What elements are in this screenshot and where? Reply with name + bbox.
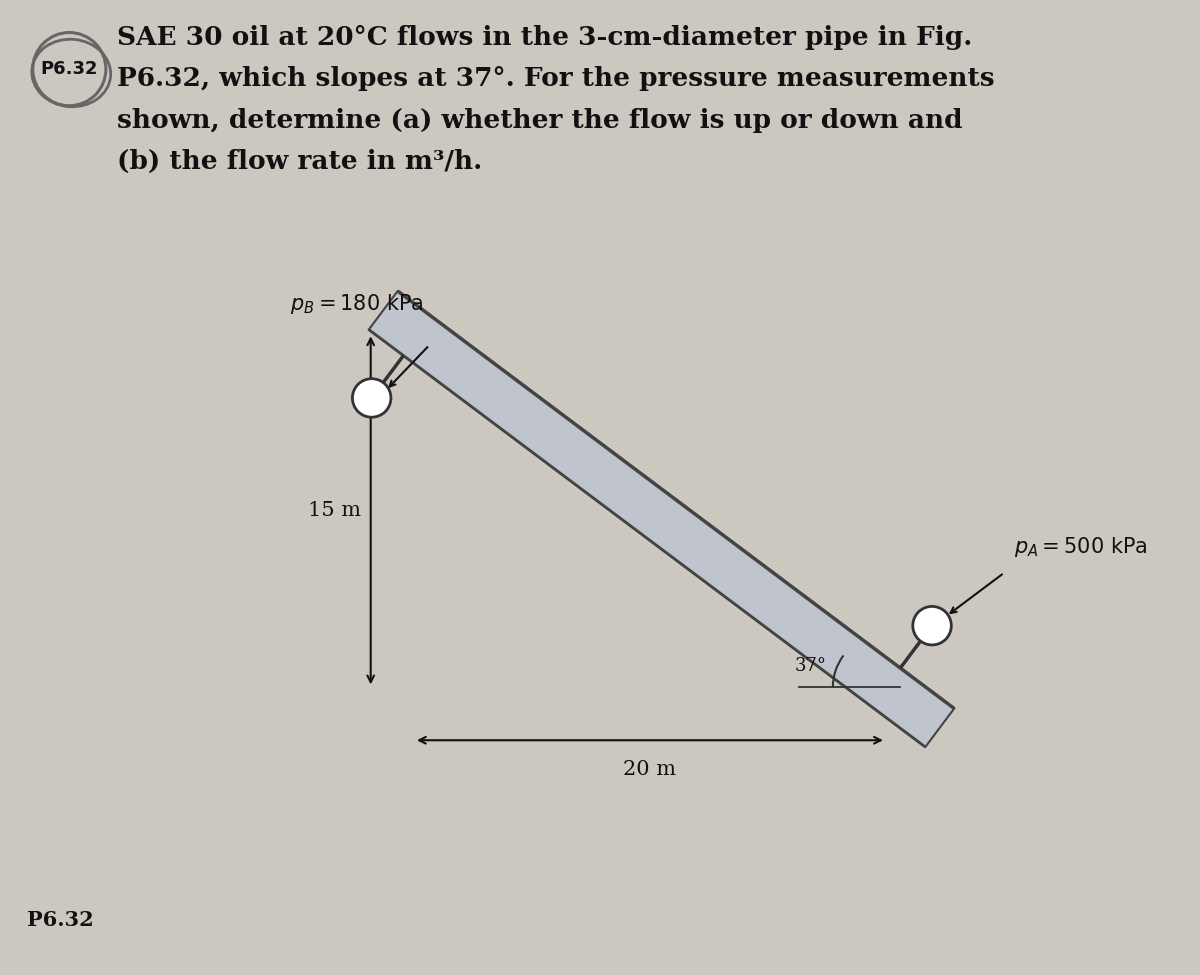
Polygon shape [368, 292, 954, 747]
Text: P6.32: P6.32 [26, 911, 94, 930]
Text: $p_B = 180\ \mathrm{kPa}$: $p_B = 180\ \mathrm{kPa}$ [290, 292, 424, 316]
Circle shape [913, 606, 952, 644]
Text: SAE 30 oil at 20°C flows in the 3-cm-diameter pipe in Fig.: SAE 30 oil at 20°C flows in the 3-cm-dia… [118, 24, 973, 50]
Circle shape [353, 378, 391, 417]
Text: shown, determine (a) whether the flow is up or down and: shown, determine (a) whether the flow is… [118, 107, 964, 133]
Text: $p_A = 500\ \mathrm{kPa}$: $p_A = 500\ \mathrm{kPa}$ [1014, 534, 1148, 559]
Text: P6.32, which slopes at 37°. For the pressure measurements: P6.32, which slopes at 37°. For the pres… [118, 66, 995, 92]
Text: 20 m: 20 m [623, 760, 677, 779]
Text: 15 m: 15 m [307, 501, 361, 520]
Text: (b) the flow rate in m³/h.: (b) the flow rate in m³/h. [118, 149, 482, 175]
Text: 37°: 37° [794, 657, 827, 675]
Text: P6.32: P6.32 [41, 60, 98, 78]
